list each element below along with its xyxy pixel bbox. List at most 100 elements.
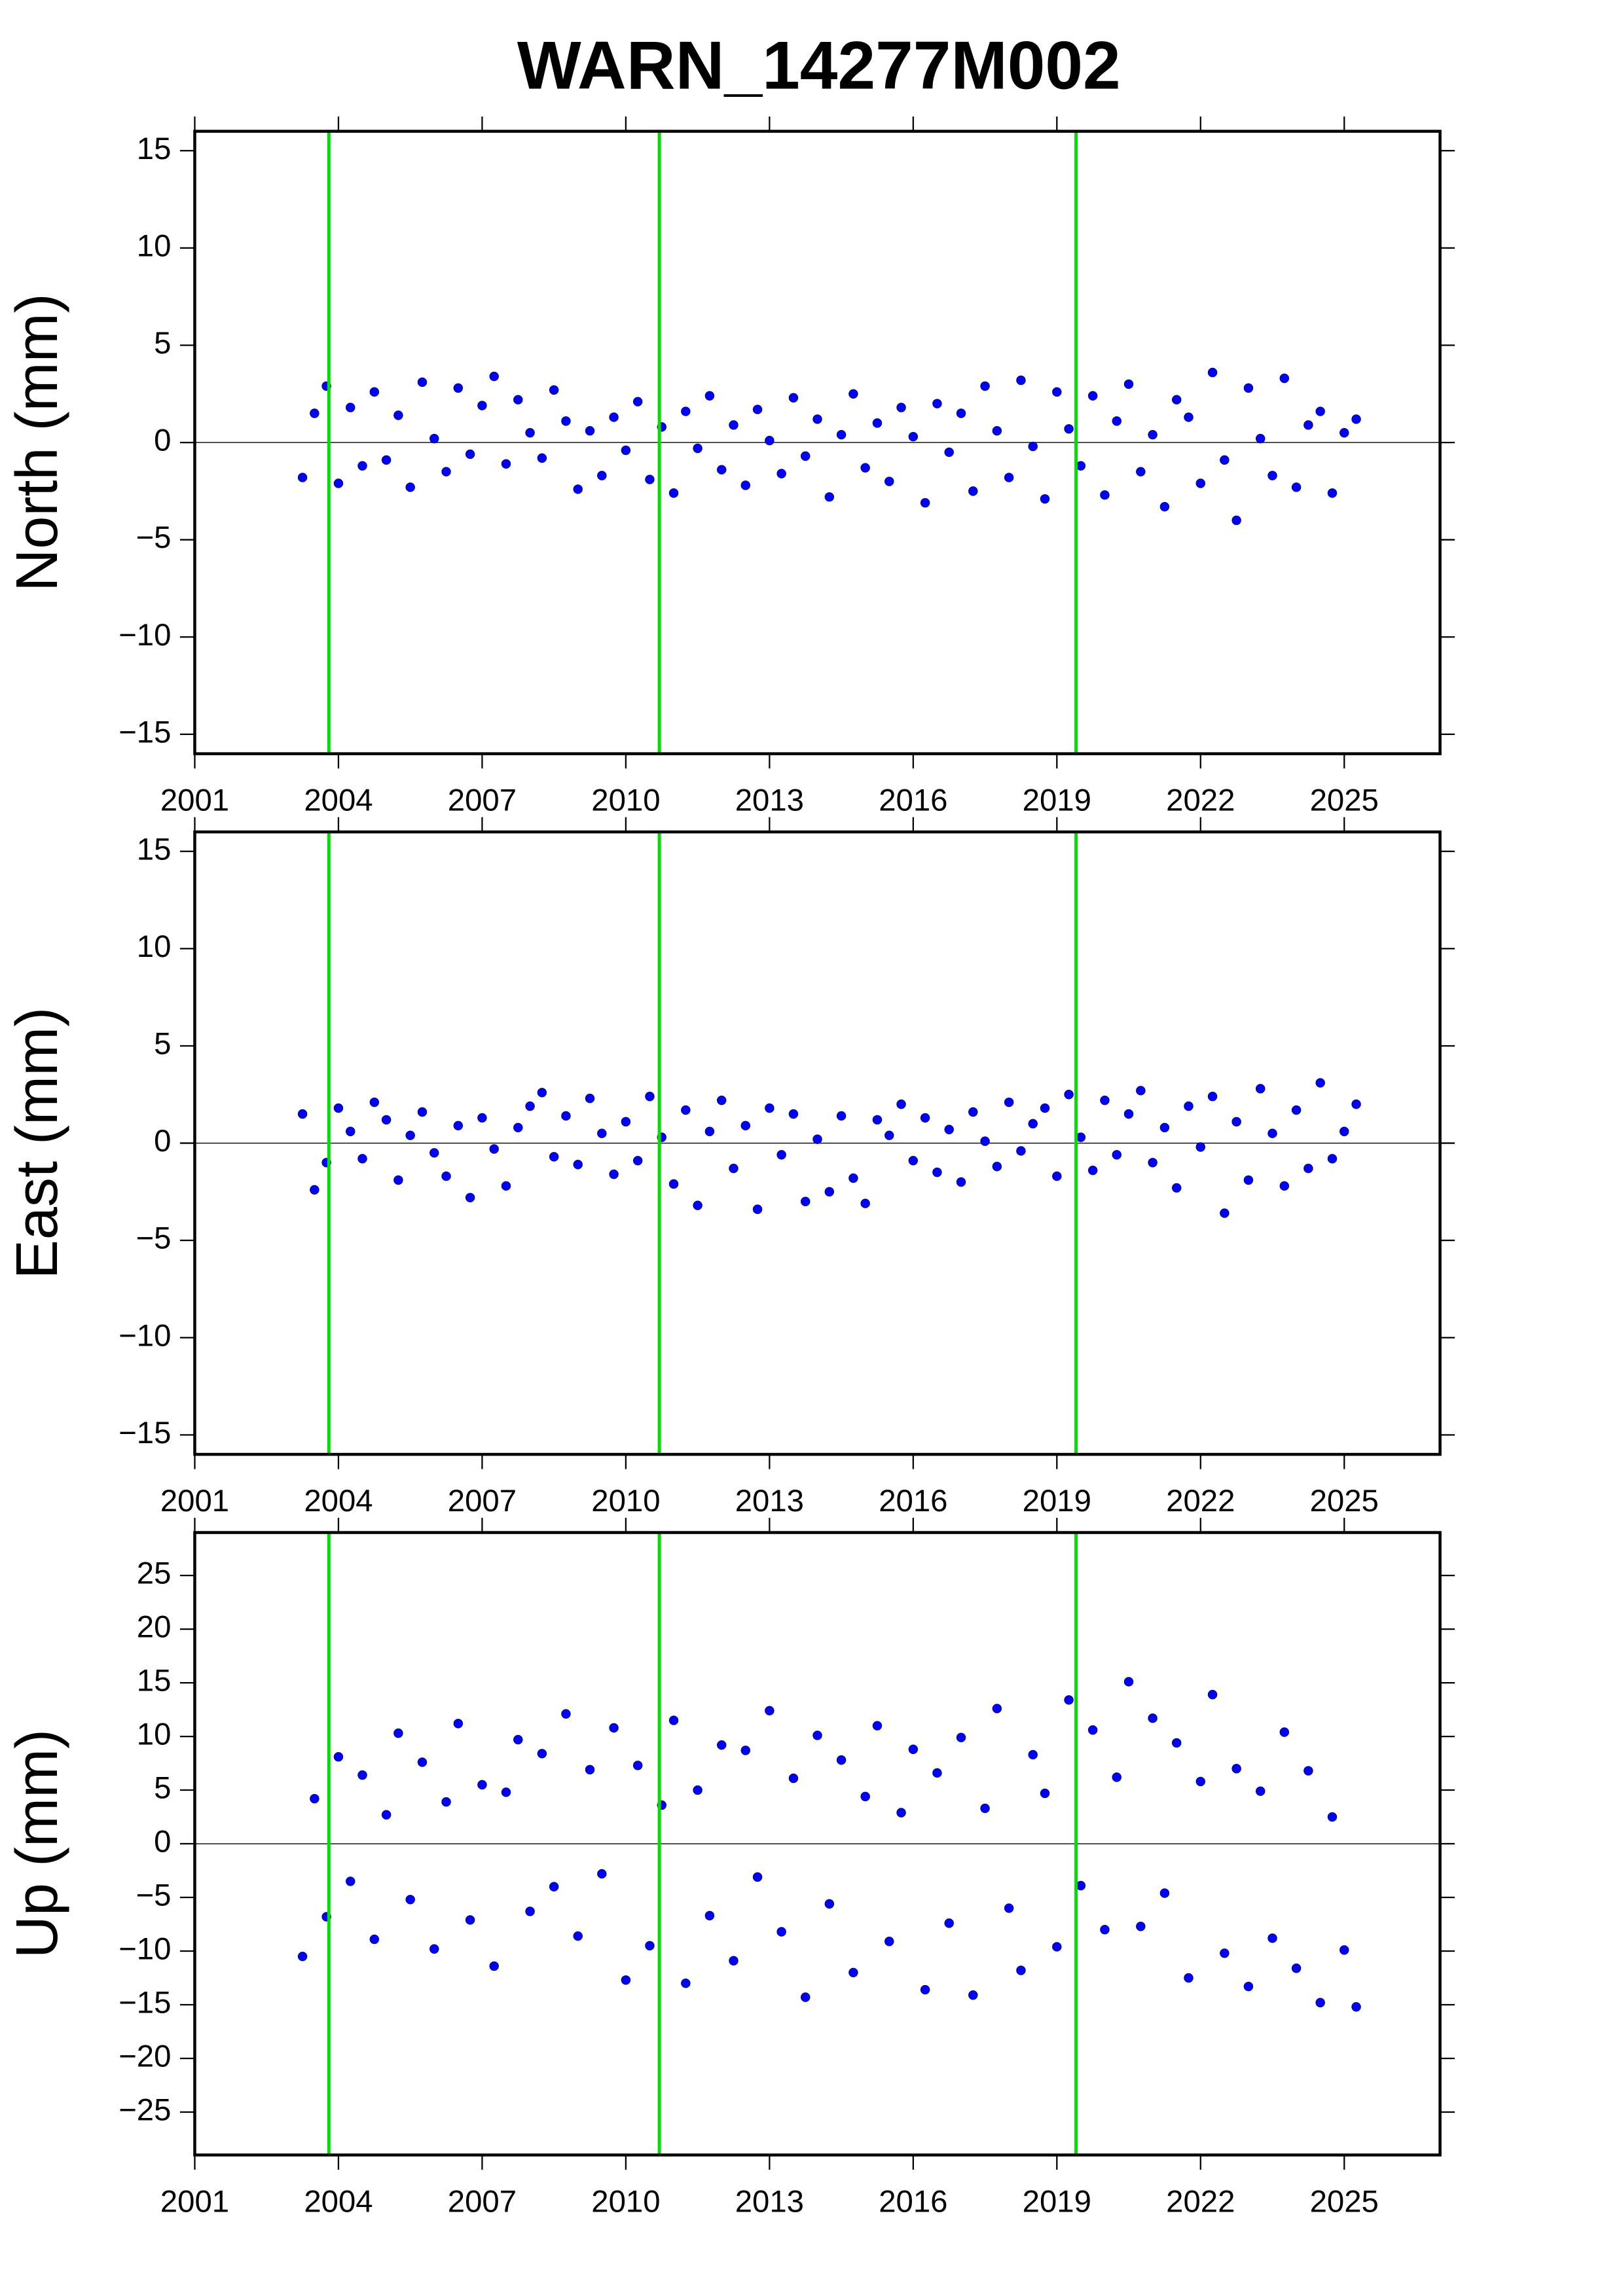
- x-tick-label: 2022: [1166, 2184, 1235, 2219]
- data-point: [1136, 467, 1146, 476]
- data-point: [956, 408, 966, 418]
- data-point: [1076, 1880, 1086, 1891]
- data-point: [681, 406, 691, 416]
- data-point: [549, 385, 559, 395]
- y-tick-label: −15: [119, 715, 171, 749]
- y-tick-label: 0: [154, 1124, 171, 1158]
- data-point: [405, 1895, 415, 1905]
- data-point: [429, 1944, 439, 1954]
- data-point: [1087, 391, 1098, 401]
- x-tick-label: 2016: [879, 783, 947, 817]
- data-point: [393, 1175, 403, 1185]
- data-point: [1184, 412, 1194, 422]
- data-point: [297, 1109, 308, 1119]
- data-point: [609, 412, 619, 422]
- data-point: [1279, 1727, 1289, 1737]
- panel: −15 −10 −5 0 5 10 15 2001 2004 2007 2010 2013 2016 20…: [4, 817, 1455, 1518]
- data-point: [369, 1934, 380, 1945]
- data-point: [1100, 490, 1110, 500]
- x-tick-label: 2001: [160, 2184, 229, 2219]
- data-point: [1171, 1738, 1182, 1748]
- data-point: [1351, 2002, 1361, 2012]
- chart-title: WARN_14277M002: [517, 27, 1121, 103]
- plot-frame: [193, 1531, 1442, 2157]
- data-point: [297, 473, 308, 482]
- data-point: [896, 1099, 906, 1109]
- data-point: [489, 371, 499, 382]
- x-tick-label: 2004: [304, 2184, 373, 2219]
- x-tick-label: 2010: [591, 783, 660, 817]
- x-tick-label: 2010: [591, 2184, 660, 2219]
- data-point: [932, 1768, 942, 1778]
- plot-frame: [193, 130, 1442, 755]
- y-tick-label: −5: [136, 1878, 171, 1913]
- data-point: [1195, 1142, 1205, 1152]
- data-point: [1148, 1713, 1158, 1723]
- data-point: [453, 383, 464, 393]
- data-point: [513, 395, 523, 404]
- data-point: [597, 1869, 607, 1879]
- x-tick-label: 2022: [1166, 1484, 1235, 1518]
- data-point: [812, 414, 822, 424]
- data-point: [1243, 1981, 1254, 1992]
- data-point: [932, 399, 942, 408]
- data-point: [872, 1115, 883, 1125]
- x-tick-label: 2019: [1023, 2184, 1091, 2219]
- data-point: [1255, 433, 1266, 444]
- x-tick-label: 2025: [1310, 1484, 1379, 1518]
- y-tick-label: 10: [137, 929, 172, 964]
- data-point: [357, 1154, 367, 1164]
- data-point: [585, 1093, 595, 1103]
- data-point: [1052, 1171, 1062, 1181]
- data-point: [740, 1746, 750, 1755]
- x-tick-label: 2016: [879, 1484, 947, 1518]
- data-point: [333, 478, 344, 488]
- data-point: [908, 431, 919, 442]
- data-point: [585, 1765, 595, 1775]
- data-point: [561, 1709, 571, 1719]
- data-point: [1220, 455, 1230, 465]
- data-point: [1327, 488, 1338, 498]
- data-point: [1207, 1689, 1218, 1700]
- data-point: [1243, 1175, 1254, 1185]
- x-tick-label: 2013: [735, 783, 804, 817]
- data-point: [1315, 1998, 1325, 2007]
- data-point: [393, 1728, 403, 1738]
- data-point: [848, 1173, 858, 1183]
- data-point: [729, 1163, 739, 1174]
- data-point: [776, 1927, 786, 1937]
- data-point: [1195, 478, 1205, 488]
- data-point: [441, 1797, 451, 1807]
- data-point: [1243, 383, 1254, 393]
- data-point: [417, 377, 428, 387]
- data-point: [537, 1088, 547, 1098]
- y-tick-label: 25: [137, 1556, 172, 1591]
- data-point: [848, 1967, 858, 1978]
- y-tick-label: −10: [119, 1932, 171, 1967]
- data-point: [1112, 416, 1122, 426]
- data-point: [788, 1109, 799, 1119]
- y-tick-label: 10: [137, 228, 172, 263]
- plot-frame: [193, 830, 1442, 1456]
- data-point: [477, 1113, 487, 1123]
- x-tick-label: 2019: [1023, 1484, 1091, 1518]
- x-tick-label: 2016: [879, 2184, 947, 2219]
- data-point: [393, 410, 403, 420]
- data-point: [537, 453, 547, 463]
- data-point: [1184, 1101, 1194, 1111]
- data-point: [561, 1111, 571, 1121]
- data-point: [908, 1156, 919, 1166]
- y-tick-label: 10: [137, 1717, 172, 1752]
- data-point: [1291, 1105, 1302, 1115]
- y-tick-label: −25: [119, 2092, 171, 2127]
- x-tick-label: 2004: [304, 783, 373, 817]
- data-point: [1351, 414, 1361, 424]
- y-tick-label: −15: [119, 1985, 171, 2020]
- data-point: [1136, 1922, 1146, 1931]
- data-point: [836, 429, 847, 440]
- data-point: [1231, 515, 1241, 526]
- data-point: [1028, 1749, 1038, 1760]
- data-point: [525, 1907, 535, 1916]
- data-point: [609, 1169, 619, 1179]
